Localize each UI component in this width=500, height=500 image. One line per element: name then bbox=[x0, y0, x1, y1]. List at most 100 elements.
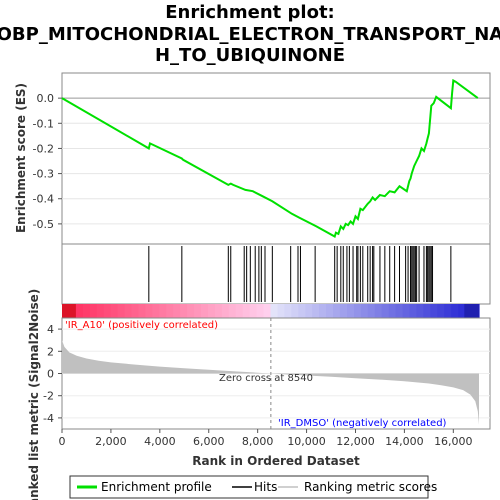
colorbar-segment bbox=[235, 304, 244, 318]
colorbar-segment bbox=[200, 304, 209, 318]
colorbar-segment bbox=[221, 304, 230, 318]
colorbar-segment bbox=[68, 304, 77, 318]
es-y-tick-label: -0.1 bbox=[33, 117, 54, 130]
x-tick-label: 4,000 bbox=[144, 435, 176, 448]
colorbar-segment bbox=[430, 304, 438, 318]
colorbar-segment bbox=[180, 304, 188, 318]
x-tick-label: 10,000 bbox=[287, 435, 326, 448]
colorbar-segment bbox=[312, 304, 320, 318]
colorbar-segment bbox=[326, 304, 334, 318]
es-grid bbox=[62, 97, 490, 225]
colorbar-segment bbox=[367, 304, 376, 318]
colorbar-segment bbox=[62, 304, 70, 318]
colorbar-segment bbox=[319, 304, 327, 318]
positive-correlation-label: 'IR_A10' (positively correlated) bbox=[65, 320, 218, 331]
colorbar-segment bbox=[96, 304, 105, 318]
colorbar-segment bbox=[152, 304, 160, 318]
legend-label-profile: Enrichment profile bbox=[101, 480, 212, 494]
chart-title: Enrichment plot: GOBP_MITOCHONDRIAL_ELEC… bbox=[0, 2, 500, 66]
metric-y-tick-label: -2 bbox=[43, 390, 54, 403]
metric-y-axis: 4 2 0 -2 -4 bbox=[43, 323, 62, 425]
colorbar-segment bbox=[124, 304, 133, 318]
metric-y-tick-label: 0 bbox=[47, 368, 54, 381]
es-y-tick-label: -0.5 bbox=[33, 218, 54, 231]
chart-title-line-3: H_TO_UBIQUINONE bbox=[155, 45, 345, 66]
colorbar-segment bbox=[298, 304, 306, 318]
metric-y-tick-label: 4 bbox=[47, 323, 54, 336]
colorbar-segment bbox=[464, 304, 479, 318]
metric-y-axis-label: Ranked list metric (Signal2Noise) bbox=[27, 289, 41, 500]
metric-y-tick-label: 2 bbox=[47, 345, 54, 358]
es-y-tick-label: 0.0 bbox=[37, 92, 55, 105]
colorbar-segment bbox=[291, 304, 299, 318]
colorbar-segment bbox=[214, 304, 223, 318]
colorbar-segment bbox=[444, 304, 452, 318]
colorbar-segment bbox=[103, 304, 112, 318]
colorbar-segment bbox=[207, 304, 216, 318]
colorbar-segment bbox=[416, 304, 424, 318]
x-tick-label: 8,000 bbox=[242, 435, 274, 448]
es-y-tick-label: -0.4 bbox=[33, 193, 54, 206]
colorbar-segment bbox=[256, 304, 265, 318]
colorbar-segment bbox=[89, 304, 98, 318]
es-panel bbox=[61, 72, 491, 245]
es-y-axis-label: Enrichment score (ES) bbox=[14, 83, 28, 233]
colorbar-segment bbox=[402, 304, 411, 318]
colorbar-segment bbox=[159, 304, 167, 318]
colorbar-segment bbox=[277, 304, 285, 318]
colorbar-segment bbox=[75, 304, 84, 318]
colorbar-segment bbox=[388, 304, 397, 318]
es-y-axis: 0.0 -0.1 -0.2 -0.3 -0.4 -0.5 bbox=[33, 92, 62, 231]
x-axis-label: Rank in Ordered Dataset bbox=[192, 454, 360, 468]
colorbar-segment bbox=[249, 304, 258, 318]
colorbar-segment bbox=[381, 304, 390, 318]
x-tick-label: 6,000 bbox=[193, 435, 225, 448]
chart-title-line-1: Enrichment plot: bbox=[165, 2, 335, 23]
colorbar-segment bbox=[242, 304, 251, 318]
colorbar-segment bbox=[333, 304, 341, 318]
colorbar-segment bbox=[284, 304, 292, 318]
colorbar-segment bbox=[138, 304, 146, 318]
enrichment-profile-line bbox=[61, 78, 479, 238]
colorbar-segment bbox=[110, 304, 119, 318]
colorbar-segment bbox=[173, 304, 181, 318]
legend: Enrichment profile Hits Ranking metric s… bbox=[69, 475, 437, 499]
es-y-tick-label: -0.2 bbox=[33, 142, 54, 155]
x-tick-label: 14,000 bbox=[385, 435, 424, 448]
legend-label-metric: Ranking metric scores bbox=[304, 480, 437, 494]
colorbar-segment bbox=[346, 304, 355, 318]
colorbar-segment bbox=[228, 304, 237, 318]
x-axis: 0 2,000 4,000 6,000 8,000 10,000 12,000 14,000 1… bbox=[59, 429, 473, 448]
colorbar-segment bbox=[305, 304, 313, 318]
negative-correlation-label: 'IR_DMSO' (negatively correlated) bbox=[278, 418, 447, 429]
colorbar-segment bbox=[451, 304, 459, 318]
colorbar-segment bbox=[423, 304, 431, 318]
chart-title-line-2: GOBP_MITOCHONDRIAL_ELECTRON_TRANSPORT_NA… bbox=[0, 24, 500, 45]
colorbar-segment bbox=[270, 304, 279, 318]
colorbar-segment bbox=[166, 304, 174, 318]
colorbar-segment bbox=[82, 304, 91, 318]
hits-lines bbox=[148, 246, 452, 302]
colorbar-segment bbox=[263, 304, 272, 318]
colorbar-segment bbox=[339, 304, 348, 318]
colorbar-segment bbox=[117, 304, 126, 318]
es-y-tick-label: -0.3 bbox=[33, 168, 54, 181]
hits-panel bbox=[61, 243, 491, 305]
colorbar-segment bbox=[458, 304, 466, 318]
x-tick-label: 16,000 bbox=[434, 435, 473, 448]
colorbar-segment bbox=[437, 304, 445, 318]
rank-colorbar bbox=[62, 304, 480, 318]
x-tick-label: 0 bbox=[59, 435, 66, 448]
colorbar-segment bbox=[187, 304, 195, 318]
x-tick-label: 2,000 bbox=[95, 435, 127, 448]
colorbar-segment bbox=[145, 304, 153, 318]
colorbar-segment bbox=[374, 304, 383, 318]
colorbar-segment bbox=[409, 304, 418, 318]
zero-cross-label: Zero cross at 8540 bbox=[219, 373, 313, 384]
metric-y-tick-label: -4 bbox=[43, 412, 54, 425]
x-tick-label: 12,000 bbox=[336, 435, 375, 448]
colorbar-segment bbox=[353, 304, 362, 318]
colorbar-segment bbox=[194, 304, 202, 318]
